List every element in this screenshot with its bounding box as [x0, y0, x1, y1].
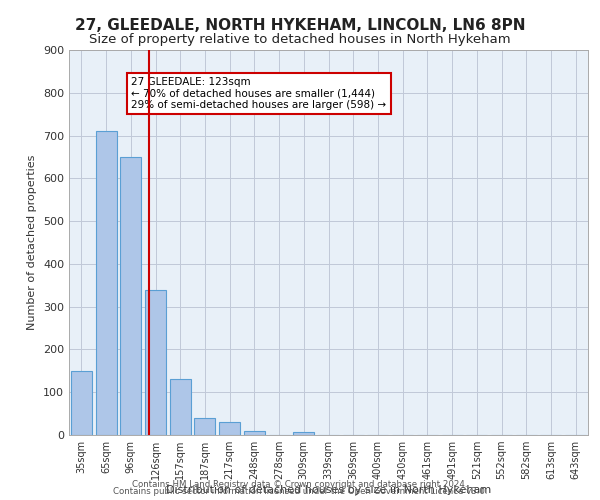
Text: Contains public sector information licensed under the Open Government Licence v3: Contains public sector information licen…: [113, 487, 487, 496]
Bar: [120, 157, 141, 435]
Text: 27, GLEEDALE, NORTH HYKEHAM, LINCOLN, LN6 8PN: 27, GLEEDALE, NORTH HYKEHAM, LINCOLN, LN…: [75, 18, 525, 32]
Text: Size of property relative to detached houses in North Hykeham: Size of property relative to detached ho…: [89, 32, 511, 46]
Text: 27 GLEEDALE: 123sqm
← 70% of detached houses are smaller (1,444)
29% of semi-det: 27 GLEEDALE: 123sqm ← 70% of detached ho…: [131, 77, 386, 110]
Bar: [194, 418, 215, 435]
Bar: [145, 290, 166, 435]
Bar: [219, 422, 240, 435]
X-axis label: Distribution of detached houses by size in North Hykeham: Distribution of detached houses by size …: [166, 485, 491, 495]
Text: Contains HM Land Registry data © Crown copyright and database right 2024.: Contains HM Land Registry data © Crown c…: [132, 480, 468, 489]
Bar: [95, 132, 116, 435]
Bar: [71, 371, 92, 435]
Bar: [244, 430, 265, 435]
Y-axis label: Number of detached properties: Number of detached properties: [28, 155, 37, 330]
Bar: [293, 432, 314, 435]
Bar: [170, 380, 191, 435]
